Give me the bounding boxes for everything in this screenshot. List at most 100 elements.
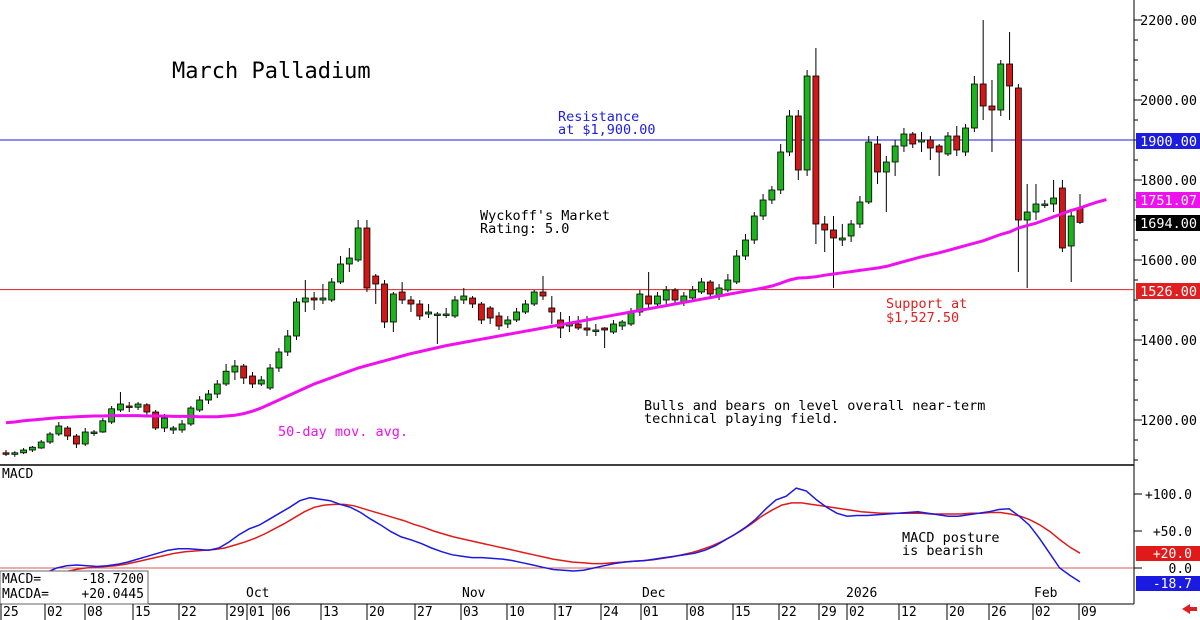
candle-body xyxy=(548,307,556,313)
candle xyxy=(671,288,679,304)
candle-series xyxy=(2,20,1084,457)
candle-body xyxy=(99,420,107,433)
candle xyxy=(46,432,54,444)
candle xyxy=(266,364,274,390)
candle-body xyxy=(407,299,415,305)
day-label: 09 xyxy=(1081,605,1097,620)
day-label: 15 xyxy=(135,605,151,620)
candle-body xyxy=(328,281,336,301)
candle-body xyxy=(504,319,512,325)
candle-body xyxy=(1058,187,1066,249)
candle xyxy=(293,298,300,340)
candle xyxy=(891,140,899,176)
day-label: 20 xyxy=(949,605,965,620)
macd-readout-value: -18.7200 xyxy=(81,572,144,587)
candle-body xyxy=(266,367,274,389)
candle-body xyxy=(398,291,406,301)
candle-body xyxy=(891,145,899,163)
candle xyxy=(152,410,160,430)
candle-body xyxy=(865,141,873,203)
candle-body xyxy=(838,237,846,241)
candle-body xyxy=(970,83,978,129)
candle xyxy=(275,348,283,372)
candle-body xyxy=(90,431,98,434)
candle xyxy=(794,110,802,180)
candle-body xyxy=(759,199,767,217)
candle-body xyxy=(73,435,80,445)
candle xyxy=(1023,184,1031,288)
candle xyxy=(1067,212,1075,282)
day-label: 02 xyxy=(849,605,865,620)
candle xyxy=(962,124,969,156)
candle xyxy=(768,186,776,204)
time-axis: Oct Nov Dec 2026 Feb xyxy=(246,586,1058,601)
candle-body xyxy=(433,313,441,316)
day-label: 22 xyxy=(781,605,797,620)
candle xyxy=(222,364,230,386)
candle xyxy=(698,278,705,294)
candle-body xyxy=(645,295,653,305)
candle xyxy=(363,220,371,292)
day-label: 03 xyxy=(463,605,479,620)
candle-body xyxy=(786,115,793,153)
candle xyxy=(477,302,485,324)
candle xyxy=(504,316,512,328)
candle xyxy=(1006,32,1013,120)
day-label: 02 xyxy=(47,605,63,620)
day-label: 01 xyxy=(249,605,265,620)
candle xyxy=(601,327,609,348)
day-label: 17 xyxy=(557,605,573,620)
price-tick-label: 2200.00 xyxy=(1140,13,1197,29)
day-label: 29 xyxy=(821,605,837,620)
candle-body xyxy=(539,291,547,297)
candle-body xyxy=(926,139,934,149)
candle-body xyxy=(222,370,230,385)
candle-body xyxy=(944,135,952,155)
candle-body xyxy=(671,289,679,301)
candle-body xyxy=(662,289,670,301)
candle-body xyxy=(847,223,855,237)
support-label-line1: Support at xyxy=(886,296,967,312)
candle-body xyxy=(196,399,204,411)
candle xyxy=(970,76,978,132)
candle xyxy=(205,390,212,404)
candle-body xyxy=(293,301,300,337)
day-label: 08 xyxy=(689,605,705,620)
candle xyxy=(389,292,397,332)
macd-panel-label: MACD xyxy=(2,467,33,482)
candle-body xyxy=(618,321,626,327)
candle-body xyxy=(178,423,186,431)
candle xyxy=(407,296,415,312)
left-arrow-icon[interactable] xyxy=(1182,604,1197,614)
candle-body xyxy=(442,313,450,316)
day-label: 15 xyxy=(735,605,751,620)
candle-body xyxy=(574,323,582,329)
day-label: 08 xyxy=(87,605,103,620)
candle-body xyxy=(1041,203,1049,206)
price-tick-label: 1200.00 xyxy=(1140,413,1197,429)
candle xyxy=(99,418,107,433)
candle-body xyxy=(856,201,864,225)
candle xyxy=(240,364,248,384)
candle xyxy=(398,282,406,304)
candle-body xyxy=(275,351,283,369)
candle-body xyxy=(363,227,371,289)
candle-body xyxy=(601,327,609,331)
candle xyxy=(486,306,494,324)
macd-last-tag: -18.7 xyxy=(1136,576,1200,592)
candle-body xyxy=(257,379,265,385)
month-label-oct: Oct xyxy=(246,586,269,601)
candle-body xyxy=(988,105,996,111)
candle-body xyxy=(1014,87,1022,221)
candle xyxy=(1050,180,1057,212)
candle-body xyxy=(337,263,344,283)
candle xyxy=(662,286,670,304)
day-label: 20 xyxy=(369,605,385,620)
candle xyxy=(213,380,221,398)
candle xyxy=(750,212,758,244)
month-label-feb: Feb xyxy=(1034,586,1058,601)
candle-body xyxy=(530,291,538,305)
month-label-nov: Nov xyxy=(462,586,486,601)
candle xyxy=(1032,184,1040,220)
